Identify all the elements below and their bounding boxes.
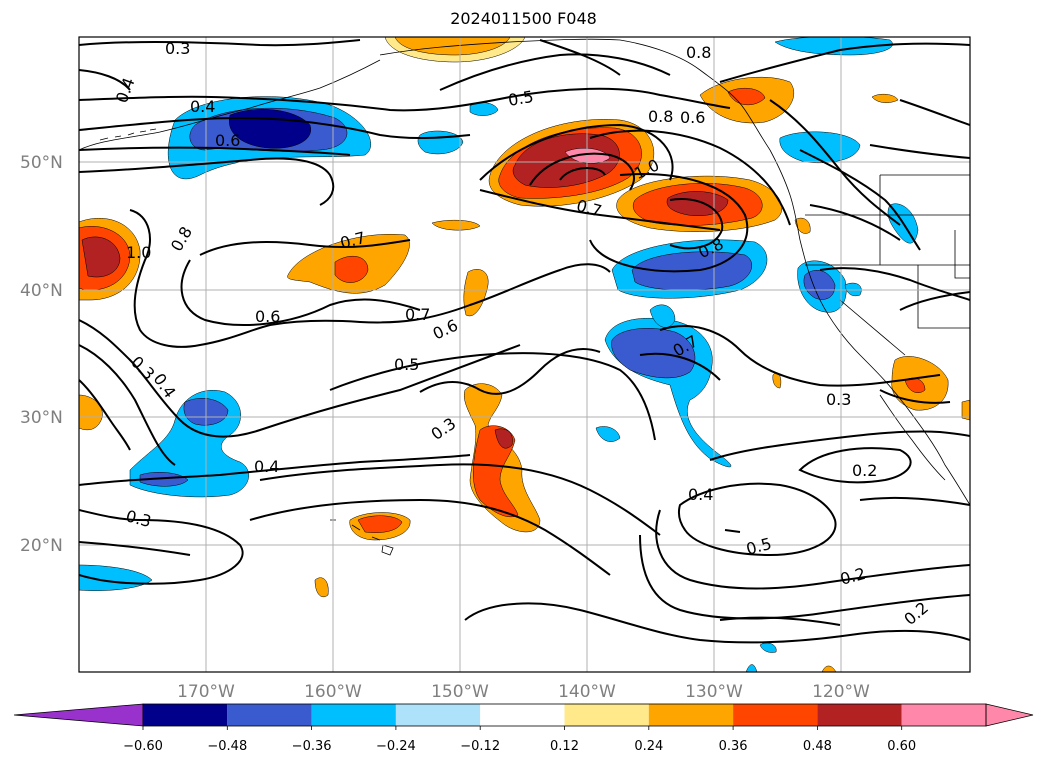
aleutian-islands [99, 128, 157, 141]
longitude-labels: 170°W 160°W 150°W 140°W 130°W 120°W [177, 682, 870, 702]
anomaly-negative-region [649, 304, 676, 328]
colorbar-under-arrow [13, 703, 144, 727]
contour-label: 0.8 [648, 107, 673, 126]
colorbar-swatch [648, 704, 734, 726]
colorbar-swatch [901, 704, 986, 726]
contour-label: 0.5 [507, 87, 535, 110]
contour-label: 0.6 [255, 307, 280, 326]
alaska-peninsula-coast [79, 59, 381, 151]
colorbar-tick-label: 0.36 [719, 739, 748, 754]
contour-label: 0.4 [190, 97, 215, 116]
alaska-coast [379, 38, 771, 151]
colorbar-tick-label: −0.60 [123, 739, 163, 754]
contour-label: 0.3 [826, 390, 851, 409]
colorbar-tick-label: 0.48 [803, 739, 832, 754]
us-west-coast [799, 239, 970, 506]
contour-label: 0.6 [215, 131, 240, 150]
colorbar-tick-label: −0.24 [376, 739, 416, 754]
colorbar: −0.60 −0.48 −0.36 −0.24 −0.12 0.12 0.24 0.36 0.4… [13, 703, 1034, 754]
anomaly-negative-region [774, 37, 893, 56]
colorbar-swatch [227, 704, 312, 726]
contour-label: 0.5 [394, 355, 419, 374]
anomaly-negative-region [595, 426, 621, 442]
contour-label: 0.2 [852, 461, 877, 480]
colorbar-swatch [311, 704, 396, 726]
lon-label: 170°W [177, 682, 235, 702]
contour-label: 1.0 [126, 243, 151, 262]
colorbar-tick-label: −0.36 [292, 739, 332, 754]
anomaly-positive-region [314, 577, 329, 598]
latitude-labels: 50°N 40°N 30°N 20°N [20, 153, 63, 556]
contour-lines [79, 39, 970, 644]
lon-label: 150°W [431, 682, 489, 702]
anomaly-positive-region [871, 93, 899, 103]
anomaly-positive-region [357, 515, 403, 533]
colorbar-tick-label: 0.12 [550, 739, 579, 754]
contour-label: 0.6 [680, 108, 705, 127]
colorbar-over-arrow [985, 703, 1034, 727]
gridlines [79, 37, 970, 672]
anomaly-negative-region [803, 270, 836, 300]
bc-coast [769, 149, 801, 241]
lat-label: 50°N [20, 153, 63, 173]
anomaly-positive-region [473, 425, 519, 518]
colorbar-swatch [733, 704, 818, 726]
lon-label: 120°W [812, 682, 870, 702]
colorbar-tick-label: 0.24 [634, 739, 663, 754]
lon-label: 130°W [685, 682, 743, 702]
contour-label: 0.4 [688, 485, 713, 504]
lat-label: 20°N [20, 536, 63, 556]
colorbar-swatch [817, 704, 902, 726]
anomaly-negative-region [139, 472, 189, 487]
lon-label: 140°W [558, 682, 616, 702]
anomaly-positive-region [334, 255, 369, 283]
map-title: 2024011500 F048 [450, 9, 597, 28]
lat-label: 30°N [20, 408, 63, 428]
anomaly-positive-region [81, 236, 121, 278]
lon-label: 160°W [304, 682, 362, 702]
contour-label: 0.8 [686, 43, 711, 62]
colorbar-swatch [564, 704, 649, 726]
colorbar-tick-label: −0.48 [207, 739, 247, 754]
contour-label: 0.4 [254, 457, 279, 476]
colorbar-swatch [395, 704, 481, 726]
anomaly-positive-region [494, 428, 513, 449]
map-area: 0.3 0.4 0.4 0.6 0.5 0.8 0.8 0.6 1.0 0.7 … [79, 37, 970, 672]
colorbar-swatch [480, 704, 565, 726]
colorbar-tick-label: −0.12 [460, 739, 500, 754]
map-frame [78, 36, 971, 673]
baja-coast [879, 394, 946, 481]
colorbar-swatch [143, 704, 228, 726]
anomaly-positive-region [961, 399, 970, 421]
anomaly-positive-region [79, 394, 103, 431]
contour-label: 0.7 [405, 305, 430, 324]
colorbar-tick-label: 0.60 [887, 739, 916, 754]
filled-anomalies [79, 37, 970, 672]
anomaly-negative-region [844, 282, 862, 297]
anomaly-positive-region [431, 219, 481, 231]
contour-label: 0.3 [165, 39, 190, 58]
anomaly-negative-region [779, 131, 861, 164]
lat-label: 40°N [20, 281, 63, 301]
